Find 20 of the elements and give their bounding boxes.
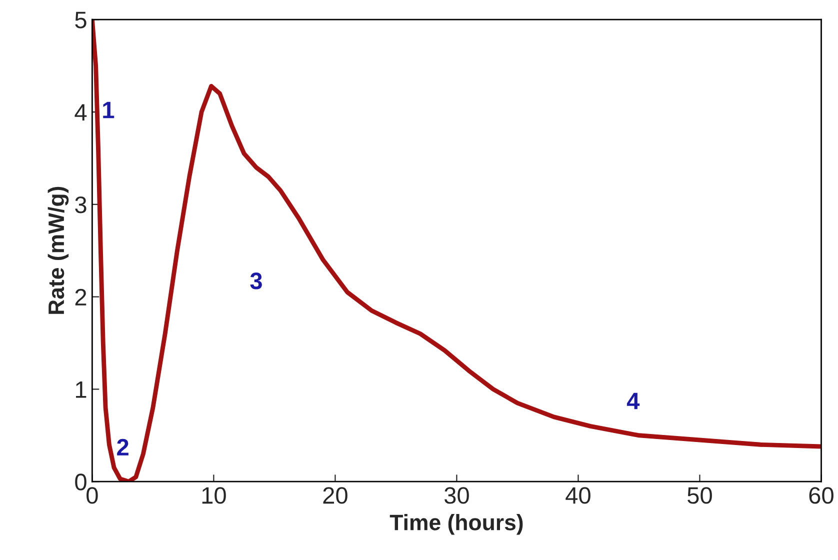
y-tick-label: 3	[75, 196, 86, 214]
x-axis-title: Time (hours)	[390, 514, 523, 535]
annotation: 4	[626, 392, 640, 410]
y-tick-label: 4	[74, 104, 87, 121]
y-tick-label: 1	[76, 382, 86, 398]
x-tick-label: 50	[688, 487, 712, 504]
y-axis-title: Rate (mW/g)	[48, 186, 69, 314]
y-tick-label: 5	[75, 12, 86, 28]
annotation: 2	[117, 438, 128, 456]
x-tick-label: 0	[86, 487, 98, 504]
y-tick-label: 2	[75, 288, 86, 306]
x-tick-label: 60	[809, 487, 834, 504]
x-tick-label: 40	[566, 487, 590, 504]
y-tick-label: 0	[75, 474, 86, 490]
x-tick-label: 10	[202, 487, 226, 504]
annotation: 1	[103, 102, 114, 118]
x-tick-label: 30	[444, 487, 469, 504]
x-tick-label: 20	[323, 487, 348, 504]
line-series	[92, 20, 822, 482]
annotation: 3	[250, 272, 262, 290]
